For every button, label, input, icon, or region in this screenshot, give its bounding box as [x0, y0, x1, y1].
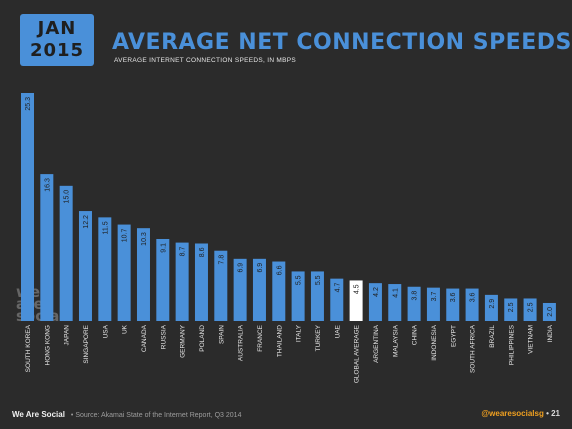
bar-canada	[136, 228, 150, 321]
value-label: 5.5	[315, 275, 322, 285]
category-label: CANADA	[141, 324, 148, 352]
date-badge: JAN 2015	[20, 14, 94, 66]
value-label: 2.9	[489, 299, 496, 309]
value-label: 12.2	[83, 215, 90, 229]
page-subtitle: AVERAGE INTERNET CONNECTION SPEEDS, IN M…	[114, 57, 297, 64]
category-label: THAILAND	[276, 325, 283, 357]
category-label: TURKEY	[315, 324, 322, 351]
value-label: 3.6	[450, 292, 457, 302]
value-label: 4.7	[334, 283, 341, 293]
bar-vietnam	[523, 298, 537, 321]
category-label: GERMANY	[180, 324, 187, 358]
footer-handle: @wearesocialsg • 21	[481, 409, 560, 418]
bar-china	[407, 286, 421, 321]
category-label: POLAND	[199, 325, 206, 352]
page-number: • 21	[546, 409, 560, 418]
category-label: UK	[122, 324, 129, 334]
value-label: 16.3	[44, 178, 51, 192]
value-label: 11.5	[102, 221, 109, 234]
bar-south-korea	[21, 93, 34, 321]
value-label: 2.5	[508, 302, 515, 312]
category-label: JAPAN	[64, 325, 71, 346]
value-label: 4.2	[373, 287, 380, 297]
bar-global-average	[349, 280, 363, 321]
category-label: INDONESIA	[431, 324, 438, 360]
value-label: 15.0	[64, 190, 71, 204]
value-label: 4.1	[392, 288, 399, 298]
category-label: RUSSIA	[160, 324, 167, 349]
bar-australia	[233, 258, 247, 321]
bar-hong-kong	[40, 174, 54, 321]
footer-source-text: • Source: Akamai State of the Internet R…	[70, 412, 242, 419]
category-label: UAE	[334, 324, 341, 338]
bar-france	[252, 258, 266, 321]
date-year: 2015	[29, 40, 85, 61]
value-label: 3.8	[412, 291, 419, 301]
category-label: SOUTH KOREA	[25, 324, 32, 372]
bar-turkey	[310, 271, 324, 321]
value-label: 25.3	[25, 97, 32, 111]
category-label: ITALY	[296, 324, 303, 342]
bar-singapore	[78, 211, 92, 321]
value-label: 9.1	[160, 243, 167, 253]
category-label: GLOBAL AVERAGE	[354, 324, 361, 383]
value-label: 3.7	[431, 292, 438, 302]
category-label: CHINA	[412, 324, 419, 345]
bar-india	[542, 302, 556, 321]
category-label: USA	[102, 324, 109, 338]
category-label: AUSTRALIA	[238, 324, 245, 361]
bar-philippines	[504, 298, 518, 321]
date-month: JAN	[37, 18, 77, 39]
category-label: HONG KONG	[44, 325, 51, 365]
category-label: MALAYSIA	[392, 324, 399, 357]
value-label: 5.5	[296, 275, 303, 285]
bar-uae	[330, 278, 344, 321]
value-label: 6.6	[276, 265, 283, 275]
category-label: VIETNAM	[528, 325, 535, 354]
footer-source: We Are Social • Source: Akamai State of t…	[12, 410, 241, 419]
bar-brazil	[484, 294, 498, 321]
category-label: PHILIPPINES	[508, 324, 515, 365]
bar-poland	[194, 243, 208, 321]
bar-russia	[156, 238, 170, 321]
bar-south-africa	[465, 288, 479, 321]
category-label: ARGENTINA	[373, 324, 380, 363]
bar-usa	[98, 217, 112, 321]
bar-germany	[175, 242, 189, 321]
category-label: BRAZIL	[489, 325, 496, 348]
page-title: AVERAGE NET CONNECTION SPEEDS	[112, 30, 572, 55]
category-label: FRANCE	[257, 324, 264, 351]
bar-indonesia	[426, 287, 440, 321]
bar-uk	[117, 224, 131, 321]
bar-italy	[291, 271, 305, 321]
bar-argentina	[368, 283, 382, 321]
category-label: INDIA	[547, 324, 554, 342]
category-label: SINGAPORE	[83, 324, 90, 363]
bar-spain	[214, 250, 228, 321]
category-label: EGYPT	[450, 325, 457, 347]
bar-egypt	[446, 288, 460, 321]
category-label: SOUTH AFRICA	[470, 324, 477, 373]
value-label: 6.9	[257, 263, 264, 273]
footer-brand: We Are Social	[12, 410, 65, 419]
value-label: 4.5	[354, 284, 361, 294]
value-label: 10.7	[122, 228, 129, 242]
value-label: 3.6	[470, 292, 477, 302]
value-label: 8.7	[180, 246, 187, 256]
bar-malaysia	[388, 284, 402, 321]
bar-thailand	[272, 261, 286, 321]
value-label: 6.9	[238, 263, 245, 273]
value-label: 2.5	[528, 302, 535, 312]
value-label: 8.6	[199, 247, 206, 257]
bar-japan	[59, 185, 73, 321]
footer-handle-text: @wearesocialsg	[481, 409, 544, 418]
value-label: 2.0	[547, 307, 554, 317]
category-label: SPAIN	[218, 325, 225, 344]
value-label: 10.3	[141, 232, 148, 246]
value-label: 7.8	[218, 255, 225, 265]
